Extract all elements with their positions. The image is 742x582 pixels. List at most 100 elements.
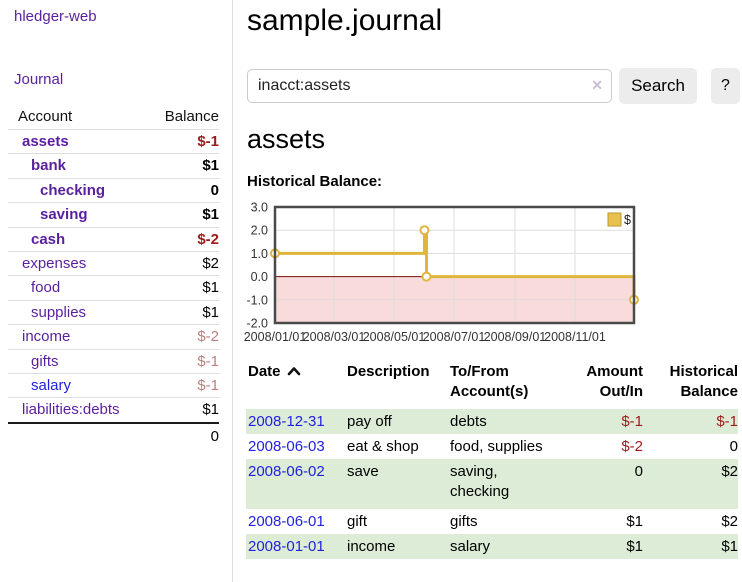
account-balance: $1 (202, 279, 219, 297)
account-row: checking 0 (8, 177, 219, 202)
account-table-header: Account Balance (8, 104, 219, 129)
account-link[interactable]: saving (40, 206, 88, 224)
account-link[interactable]: assets (22, 133, 69, 150)
transaction-date-link[interactable]: 2008-12-31 (248, 413, 325, 430)
y-axis-tick-label: 1.0 (251, 247, 268, 261)
register-row: 2008-06-03 eat & shop food, supplies $-2 0 (246, 434, 738, 459)
account-link[interactable]: gifts (31, 352, 59, 370)
transaction-balance: $2 (721, 513, 738, 530)
account-link[interactable]: liabilities:debts (22, 401, 120, 419)
transaction-accounts: gifts (450, 513, 478, 530)
chart-title: Historical Balance: (247, 173, 383, 190)
transaction-accounts: debts (450, 413, 487, 430)
account-balance: $-2 (197, 328, 219, 346)
transaction-date-link[interactable]: 2008-01-01 (248, 538, 325, 555)
register-row: 2008-12-31 pay off debts $-1 $-1 (246, 409, 738, 434)
x-axis-tick-label: 2008/07/01 (423, 330, 486, 344)
account-balance: $1 (202, 206, 219, 224)
x-axis-tick-label: 2008/09/01 (484, 330, 547, 344)
transaction-date-link[interactable]: 2008-06-03 (248, 438, 325, 455)
x-axis-tick-label: 2008/03/01 (303, 330, 366, 344)
account-balance: $1 (202, 303, 219, 321)
data-point-marker (421, 271, 432, 282)
search-box: ✕ (247, 69, 612, 103)
transaction-accounts: saving, checking (450, 463, 510, 500)
transaction-amount: 0 (634, 463, 643, 480)
sidebar-item-journal[interactable]: Journal (14, 71, 64, 88)
legend-label: $ (624, 213, 631, 227)
y-axis-tick-label: 0.0 (251, 270, 268, 284)
account-row: liabilities:debts $1 (8, 397, 219, 421)
description-column-header: Description (347, 363, 430, 380)
help-button[interactable]: ? (711, 68, 740, 104)
transaction-amount: $1 (626, 513, 643, 530)
account-column-header: Account (18, 108, 73, 125)
account-link[interactable]: expenses (22, 255, 87, 272)
amount-column-header: Amount Out/In (586, 363, 643, 400)
clear-search-icon[interactable]: ✕ (591, 77, 603, 93)
x-axis-tick-label: 2008/11/01 (544, 330, 606, 344)
account-row: cash $-2 (8, 226, 219, 251)
account-row: saving $1 (8, 202, 219, 226)
account-link[interactable]: bank (31, 157, 67, 175)
y-axis-tick-label: 3.0 (251, 201, 268, 215)
account-balance: $1 (202, 157, 219, 175)
transaction-balance: 0 (729, 438, 738, 455)
total-balance: 0 (8, 421, 219, 447)
balance-column-header: Historical Balance (669, 363, 738, 400)
account-row: gifts $-1 (8, 348, 219, 373)
y-axis-tick-label: -1.0 (246, 293, 268, 307)
register-row: 2008-06-01 gift gifts $1 $2 (246, 509, 738, 534)
account-link[interactable]: food (31, 279, 61, 297)
account-balance-table: Account Balance assets $-1 bank $1 checking 0… (8, 104, 219, 445)
transaction-amount: $1 (626, 538, 643, 555)
transaction-accounts: salary (450, 538, 491, 555)
register-row: 2008-06-02 save saving, checking 0 $2 (246, 459, 738, 509)
account-balance: $-1 (197, 352, 219, 370)
transaction-amount: $-1 (621, 413, 643, 430)
transaction-balance: $-1 (716, 413, 738, 430)
search-input[interactable] (247, 69, 612, 103)
account-row: assets $-1 (8, 129, 219, 153)
transaction-description: gift (347, 513, 368, 530)
sort-ascending-icon (287, 362, 301, 382)
sidebar: hledger-web Journal Account Balance asse… (0, 0, 233, 582)
account-balance: $2 (202, 255, 219, 272)
x-axis-tick-label: 2008/05/01 (363, 330, 426, 344)
account-balance: $-2 (197, 230, 219, 248)
transaction-amount: $-2 (621, 438, 643, 455)
account-link[interactable]: checking (40, 181, 106, 199)
legend-swatch (607, 212, 622, 227)
account-row: expenses $2 (8, 251, 219, 275)
transaction-description: pay off (347, 413, 392, 430)
account-row: food $1 (8, 275, 219, 299)
account-link[interactable]: salary (31, 377, 72, 394)
register-row: 2008-01-01 income salary $1 $1 (246, 534, 738, 559)
transaction-description: eat & shop (347, 438, 419, 455)
account-link[interactable]: cash (31, 230, 66, 248)
x-axis-tick-label: 2008/01/01 (244, 330, 307, 344)
account-heading: assets (247, 124, 326, 154)
search-button[interactable]: Search (619, 68, 697, 104)
app-title-link[interactable]: hledger-web (14, 8, 97, 25)
account-row: supplies $1 (8, 299, 219, 324)
date-column-header[interactable]: Date (248, 362, 344, 382)
transaction-balance: $1 (721, 538, 738, 555)
account-row: bank $1 (8, 153, 219, 177)
account-link[interactable]: income (22, 328, 71, 346)
transaction-description: save (347, 463, 379, 480)
account-row: salary $-1 (8, 373, 219, 397)
account-link[interactable]: supplies (31, 303, 87, 321)
transaction-date-link[interactable]: 2008-06-02 (248, 463, 325, 480)
chart-border (273, 205, 636, 325)
account-balance: 0 (210, 181, 219, 199)
data-point-marker (419, 225, 430, 236)
register-table-header: Date Description To/From Account(s) Amou… (246, 362, 738, 409)
transaction-description: income (347, 538, 396, 555)
account-balance: $-1 (197, 377, 219, 394)
transaction-balance: $2 (721, 463, 738, 480)
account-balance: $1 (202, 401, 219, 419)
transaction-date-link[interactable]: 2008-06-01 (248, 513, 325, 530)
historical-balance-chart: 3.0 2.0 1.0 0.0 -1.0 -2.02008/01/012008/03/01… (244, 201, 639, 344)
account-row: income $-2 (8, 324, 219, 348)
